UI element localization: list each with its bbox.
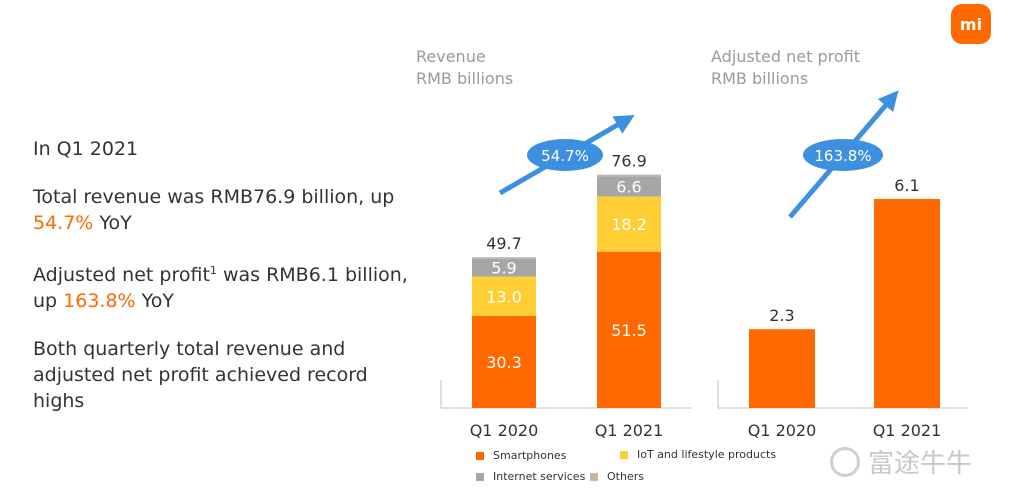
legend-swatch-smartphones (476, 451, 484, 460)
mi-logo: mi (951, 4, 991, 44)
revenue-bar-others-1 (597, 174, 661, 177)
legend-swatch-internet (476, 472, 484, 481)
revenue-segment-label: 51.5 (611, 321, 647, 340)
revenue-segment-label: 18.2 (611, 215, 647, 234)
revenue-growth-highlight: 54.7% (33, 212, 94, 234)
revenue-category-label: Q1 2020 (470, 421, 539, 440)
legend-swatch-iot (620, 450, 628, 459)
legend-iot: IoT and lifestyle products (620, 448, 776, 461)
profit-chart-title: Adjusted net profit RMB billions (711, 47, 860, 88)
revenue-growth-bubble (527, 139, 603, 171)
profit-bar-0 (749, 329, 815, 408)
summary-heading: In Q1 2021 (33, 138, 139, 160)
revenue-bar-others-0 (472, 257, 536, 259)
revenue-segment-label: 13.0 (486, 287, 522, 306)
footnote-marker: 1 (209, 264, 217, 277)
profit-summary: Adjusted net profit1 was RMB6.1 billion,… (33, 264, 408, 312)
profit-value-label: 6.1 (894, 176, 919, 195)
legend-smartphones: Smartphones (476, 449, 566, 462)
profit-growth-bubble (803, 139, 883, 171)
revenue-bar-smartphones-0 (472, 316, 536, 408)
legend-internet: Internet services (476, 470, 585, 483)
profit-value-label: 2.3 (769, 306, 794, 325)
profit-growth-highlight: 163.8% (63, 290, 136, 312)
profit-category-label: Q1 2020 (748, 421, 817, 440)
revenue-segment-label: 5.9 (491, 259, 516, 278)
revenue-total-label: 76.9 (611, 152, 647, 171)
profit-bar-1 (874, 199, 940, 408)
revenue-segment-label: 30.3 (486, 353, 522, 372)
profit-category-label: Q1 2021 (873, 421, 942, 440)
profit-growth-label: 163.8% (814, 147, 871, 165)
record-summary: Both quarterly total revenue and adjuste… (33, 338, 368, 412)
revenue-bar-iot-and-lifestyle-products-0 (472, 276, 536, 317)
revenue-growth-label: 54.7% (541, 147, 589, 165)
legend-swatch-others (590, 472, 598, 481)
legend-others: Others (590, 470, 644, 483)
watermark: 富途牛牛 (830, 443, 972, 480)
revenue-bar-internet-services-1 (597, 176, 661, 197)
revenue-segment-label: 6.6 (616, 177, 641, 196)
watermark-icon (830, 446, 860, 477)
revenue-bar-internet-services-0 (472, 258, 536, 277)
revenue-bar-iot-and-lifestyle-products-1 (597, 196, 661, 252)
revenue-summary: Total revenue was RMB76.9 billion, up 54… (33, 186, 395, 234)
summary-panel: In Q1 2021 Total revenue was RMB76.9 bil… (33, 136, 413, 436)
revenue-category-label: Q1 2021 (595, 421, 664, 440)
revenue-bar-smartphones-1 (597, 251, 661, 408)
revenue-total-label: 49.7 (486, 234, 522, 253)
revenue-chart-title: Revenue RMB billions (416, 47, 514, 88)
